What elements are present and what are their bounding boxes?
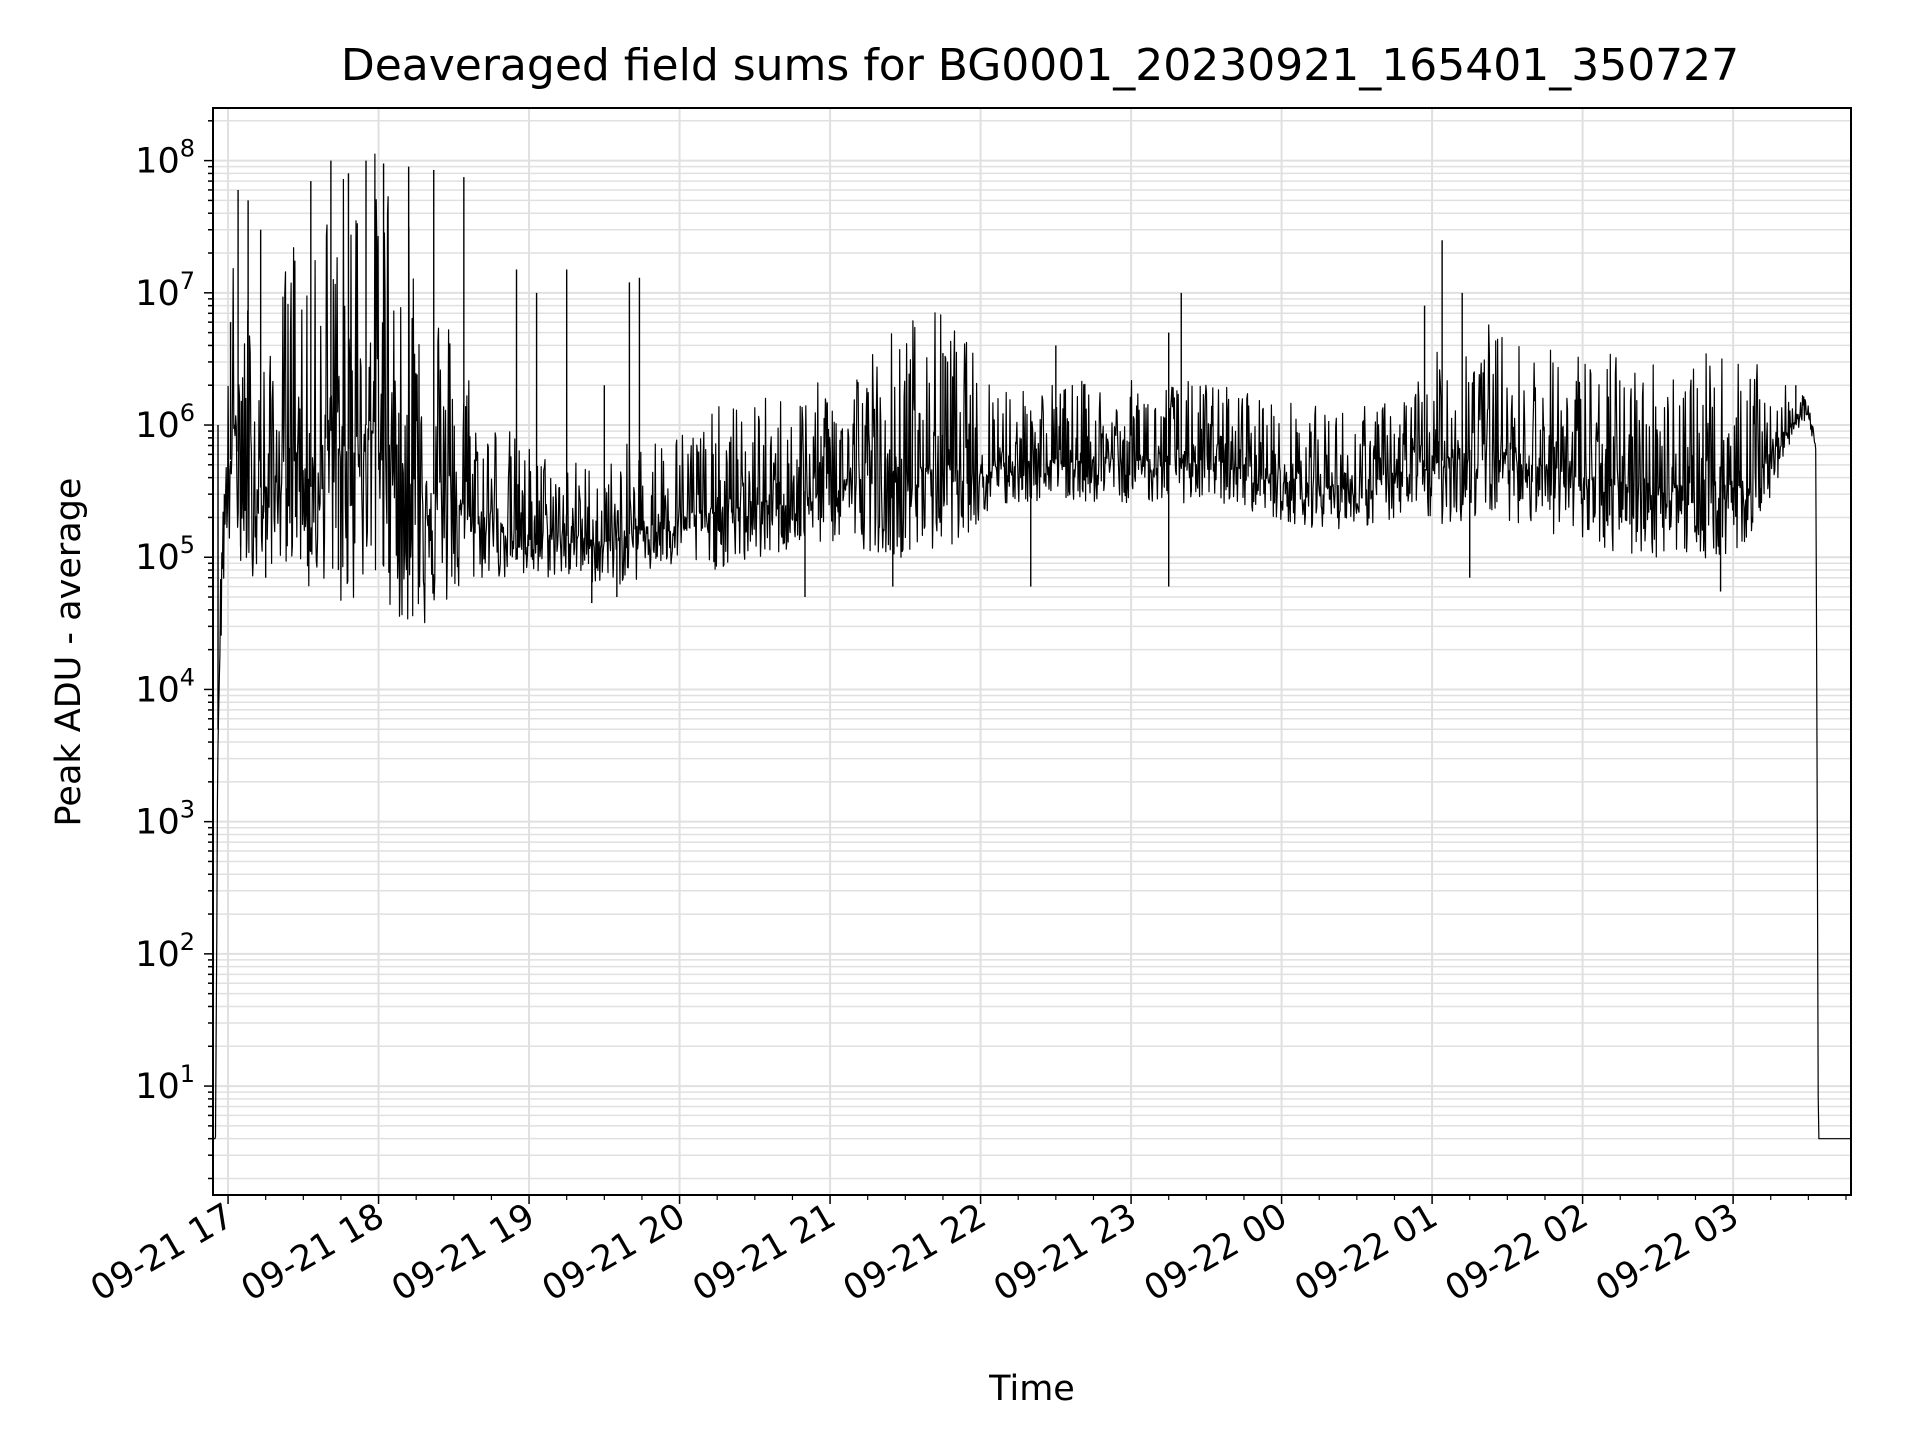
y-tick-label: 104 — [135, 663, 195, 710]
y-tick-exponent: 7 — [180, 267, 195, 295]
y-tick-exponent: 1 — [180, 1060, 195, 1088]
y-tick-label: 101 — [135, 1060, 195, 1107]
y-tick-label: 106 — [135, 399, 195, 446]
y-tick-exponent: 2 — [180, 928, 195, 956]
chart-title: Deaveraged field sums for BG0001_2023092… — [341, 40, 1739, 91]
y-axis-label: Peak ADU - average — [49, 478, 89, 827]
y-tick-exponent: 8 — [180, 135, 195, 163]
data-series — [213, 153, 1851, 1140]
grid — [213, 108, 1851, 1195]
series-line — [213, 153, 1851, 1140]
y-tick-exponent: 6 — [180, 399, 195, 427]
y-tick-label: 108 — [135, 135, 195, 182]
y-tick-label: 105 — [135, 531, 195, 578]
plot-frame — [212, 107, 1852, 1196]
y-tick-label: 102 — [135, 928, 195, 975]
x-axis-label: Time — [988, 1369, 1075, 1409]
y-tick-label: 103 — [135, 796, 195, 843]
y-tick-exponent: 4 — [180, 663, 195, 691]
y-tick-label: 107 — [135, 267, 195, 314]
y-tick-exponent: 5 — [180, 531, 195, 559]
y-tick-exponent: 3 — [180, 796, 195, 824]
